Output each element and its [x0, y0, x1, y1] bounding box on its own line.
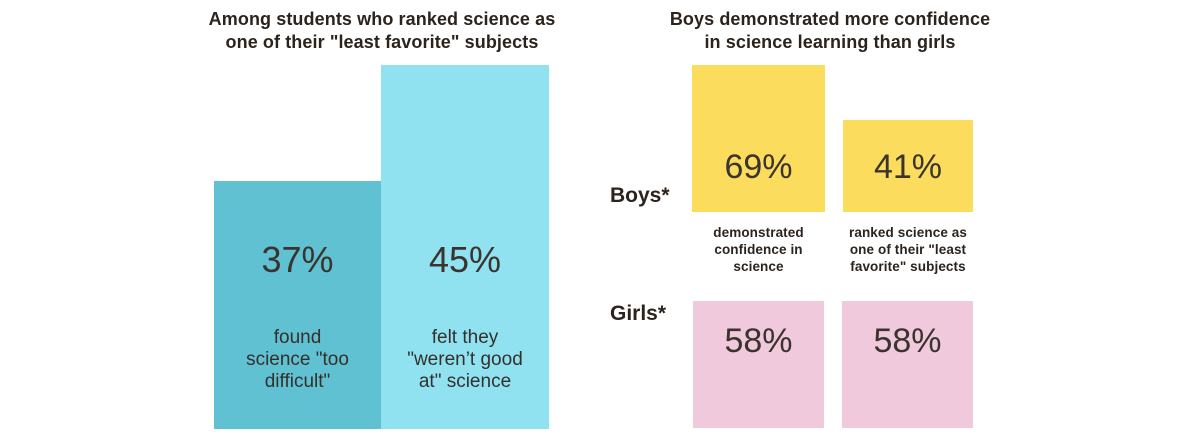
tile-girls-least-favorite [842, 301, 973, 428]
tile-boys-least-favorite [843, 120, 973, 212]
bar-value-label: 45% [428, 239, 502, 280]
right-chart-title: Boys demonstrated more confidence in sci… [669, 9, 991, 52]
bar-felt-not-good-at-science [381, 65, 549, 429]
tile-boys-confidence [692, 65, 825, 212]
bar-caption: found science "too difficult" [246, 327, 349, 392]
left-chart-title: Among students who ranked science as one… [208, 9, 556, 52]
right-chart: Boys demonstrated more confidence in sci… [580, 0, 1198, 439]
row-label-boys: Boys* [610, 184, 670, 207]
bar-caption: felt they "weren’t good at" science [407, 327, 523, 392]
row-label-girls: Girls* [610, 302, 667, 325]
tile-value-label: 58% [724, 322, 793, 360]
tile-girls-confidence [693, 301, 824, 428]
tile-value-label: 58% [873, 322, 942, 360]
column-caption-confidence: demonstrated confidence in science [713, 225, 804, 274]
tile-value-label: 41% [873, 148, 943, 186]
bar-value-label: 37% [261, 239, 334, 280]
bar-found-science-too-difficult [214, 181, 381, 429]
tile-value-label: 69% [724, 148, 793, 186]
left-chart: Among students who ranked science as one… [0, 0, 580, 439]
column-caption-least-favorite: ranked science as one of their "least fa… [848, 225, 968, 274]
